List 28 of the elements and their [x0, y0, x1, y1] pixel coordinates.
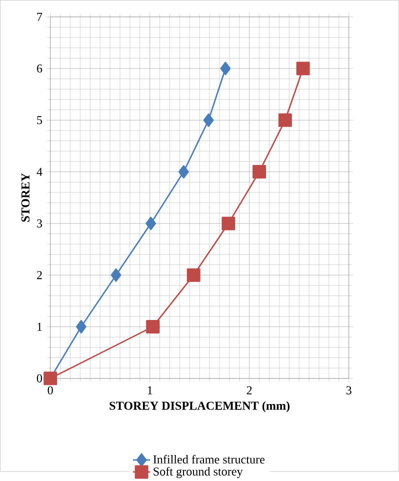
- y-tick-label: 7: [37, 12, 42, 21]
- point: [220, 62, 231, 76]
- y-tick-label: 0: [37, 374, 42, 382]
- point: [146, 216, 156, 230]
- point: [76, 320, 87, 334]
- point: [187, 268, 201, 282]
- point: [110, 268, 122, 282]
- x-tick-label: 0: [48, 386, 54, 394]
- point: [203, 113, 214, 127]
- y-tick-label: 4: [36, 168, 42, 176]
- point: [296, 62, 310, 76]
- y-tick-label: 6: [37, 64, 42, 73]
- point: [222, 216, 236, 230]
- point: [252, 165, 266, 179]
- x-tick-label: 3: [346, 386, 352, 394]
- legend-label: Infilled frame structure: [153, 454, 265, 464]
- y-tick-label: 3: [37, 219, 42, 228]
- y-axis-title: STOREY: [22, 173, 30, 222]
- y-tick-label: 1: [38, 322, 42, 331]
- y-tick-label: 2: [37, 271, 42, 280]
- legend-label: Soft ground storey: [154, 466, 243, 478]
- x-tick-label: 1: [148, 386, 152, 394]
- y-tick-label: 5: [37, 116, 42, 124]
- point: [146, 320, 160, 334]
- x-tick-label: 2: [247, 386, 252, 394]
- x-axis-title: STOREY DISPLACEMENT (mm): [110, 401, 290, 412]
- point: [278, 113, 292, 127]
- point: [178, 165, 190, 179]
